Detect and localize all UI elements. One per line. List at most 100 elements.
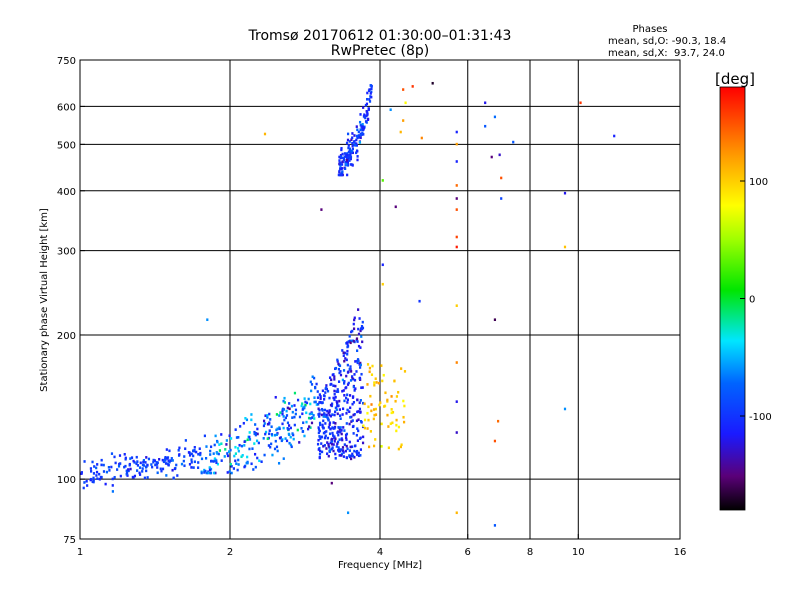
echo-point	[167, 463, 170, 467]
echo-point	[369, 92, 372, 95]
echo-point	[164, 457, 167, 460]
echo-point	[493, 439, 497, 443]
echo-point	[311, 375, 314, 379]
echo-point	[341, 407, 345, 411]
echo-point	[235, 436, 239, 439]
echo-point	[357, 134, 360, 137]
echo-point	[209, 449, 212, 453]
echo-point	[278, 414, 281, 417]
echo-point	[342, 455, 346, 458]
echo-point	[319, 397, 322, 400]
echo-point	[326, 409, 329, 413]
echo-point	[322, 419, 325, 423]
echo-point	[334, 384, 337, 388]
echo-point	[298, 415, 302, 419]
echo-point	[342, 389, 345, 392]
echo-point	[333, 398, 336, 402]
echo-point	[98, 472, 101, 476]
echo-point	[152, 460, 155, 464]
echo-point	[402, 119, 405, 122]
echo-point	[356, 427, 359, 430]
echo-point	[256, 432, 259, 436]
echo-point	[358, 376, 362, 380]
echo-point	[455, 160, 458, 163]
echo-point	[187, 451, 191, 454]
echo-point	[293, 423, 296, 427]
echo-point	[403, 370, 407, 373]
echo-point	[129, 457, 132, 460]
echo-point	[199, 453, 202, 457]
echo-point	[184, 439, 187, 442]
echo-point	[347, 370, 350, 374]
echo-point	[370, 87, 373, 91]
echo-point	[327, 426, 331, 429]
echo-point	[318, 449, 322, 453]
echo-point	[110, 465, 113, 469]
echo-point	[490, 155, 493, 159]
echo-point	[395, 423, 398, 427]
echo-point	[313, 396, 316, 399]
echo-point	[336, 390, 340, 393]
echo-point	[349, 454, 353, 458]
echo-point	[156, 463, 159, 466]
echo-point	[82, 486, 85, 490]
echo-point	[357, 130, 360, 134]
echo-point	[351, 147, 355, 151]
echo-point	[328, 445, 331, 449]
echo-point	[317, 428, 321, 431]
echo-point	[198, 447, 201, 451]
echo-point	[367, 418, 370, 422]
echo-point	[484, 124, 487, 128]
colorbar-tick-label: 0	[749, 295, 755, 306]
echo-point	[286, 406, 289, 410]
echo-point	[370, 95, 373, 99]
echo-point	[138, 466, 142, 469]
echo-point	[344, 396, 348, 400]
echo-point	[329, 427, 332, 431]
echo-point	[352, 322, 355, 326]
echo-point	[256, 456, 259, 460]
echo-point	[150, 463, 153, 466]
echo-point	[146, 463, 149, 467]
echo-point	[338, 169, 341, 173]
echo-point	[123, 452, 126, 456]
echo-point	[367, 117, 370, 121]
echo-point	[204, 456, 208, 460]
echo-point	[209, 445, 213, 449]
echo-point	[309, 426, 312, 429]
echo-point	[351, 132, 354, 135]
echo-point	[264, 414, 267, 418]
echo-point	[240, 455, 243, 459]
echo-point	[96, 477, 99, 480]
echo-point	[320, 208, 323, 211]
echo-point	[125, 469, 128, 473]
echo-point	[225, 443, 228, 446]
echo-point	[98, 477, 101, 481]
echo-point	[360, 386, 363, 390]
echo-point	[229, 448, 232, 452]
echo-point	[240, 444, 244, 448]
echo-point	[346, 349, 349, 353]
echo-point	[380, 445, 383, 448]
echo-point	[339, 417, 342, 420]
echo-point	[346, 511, 350, 515]
echo-point	[370, 373, 374, 377]
echo-point	[331, 437, 334, 441]
echo-point	[334, 410, 337, 414]
echo-point	[215, 459, 218, 462]
echo-point	[455, 245, 458, 249]
echo-point	[346, 408, 349, 412]
echo-point	[301, 402, 304, 406]
echo-point	[340, 167, 343, 170]
echo-point	[262, 424, 266, 428]
echo-point	[338, 448, 341, 451]
echo-point	[167, 459, 170, 462]
echo-point	[372, 417, 375, 421]
echo-point	[139, 461, 142, 465]
echo-point	[397, 390, 400, 394]
echo-point	[318, 415, 321, 418]
x-tick-label: 6	[465, 547, 471, 558]
echo-point	[243, 444, 246, 447]
echo-point	[339, 155, 343, 158]
echo-point	[327, 418, 330, 422]
